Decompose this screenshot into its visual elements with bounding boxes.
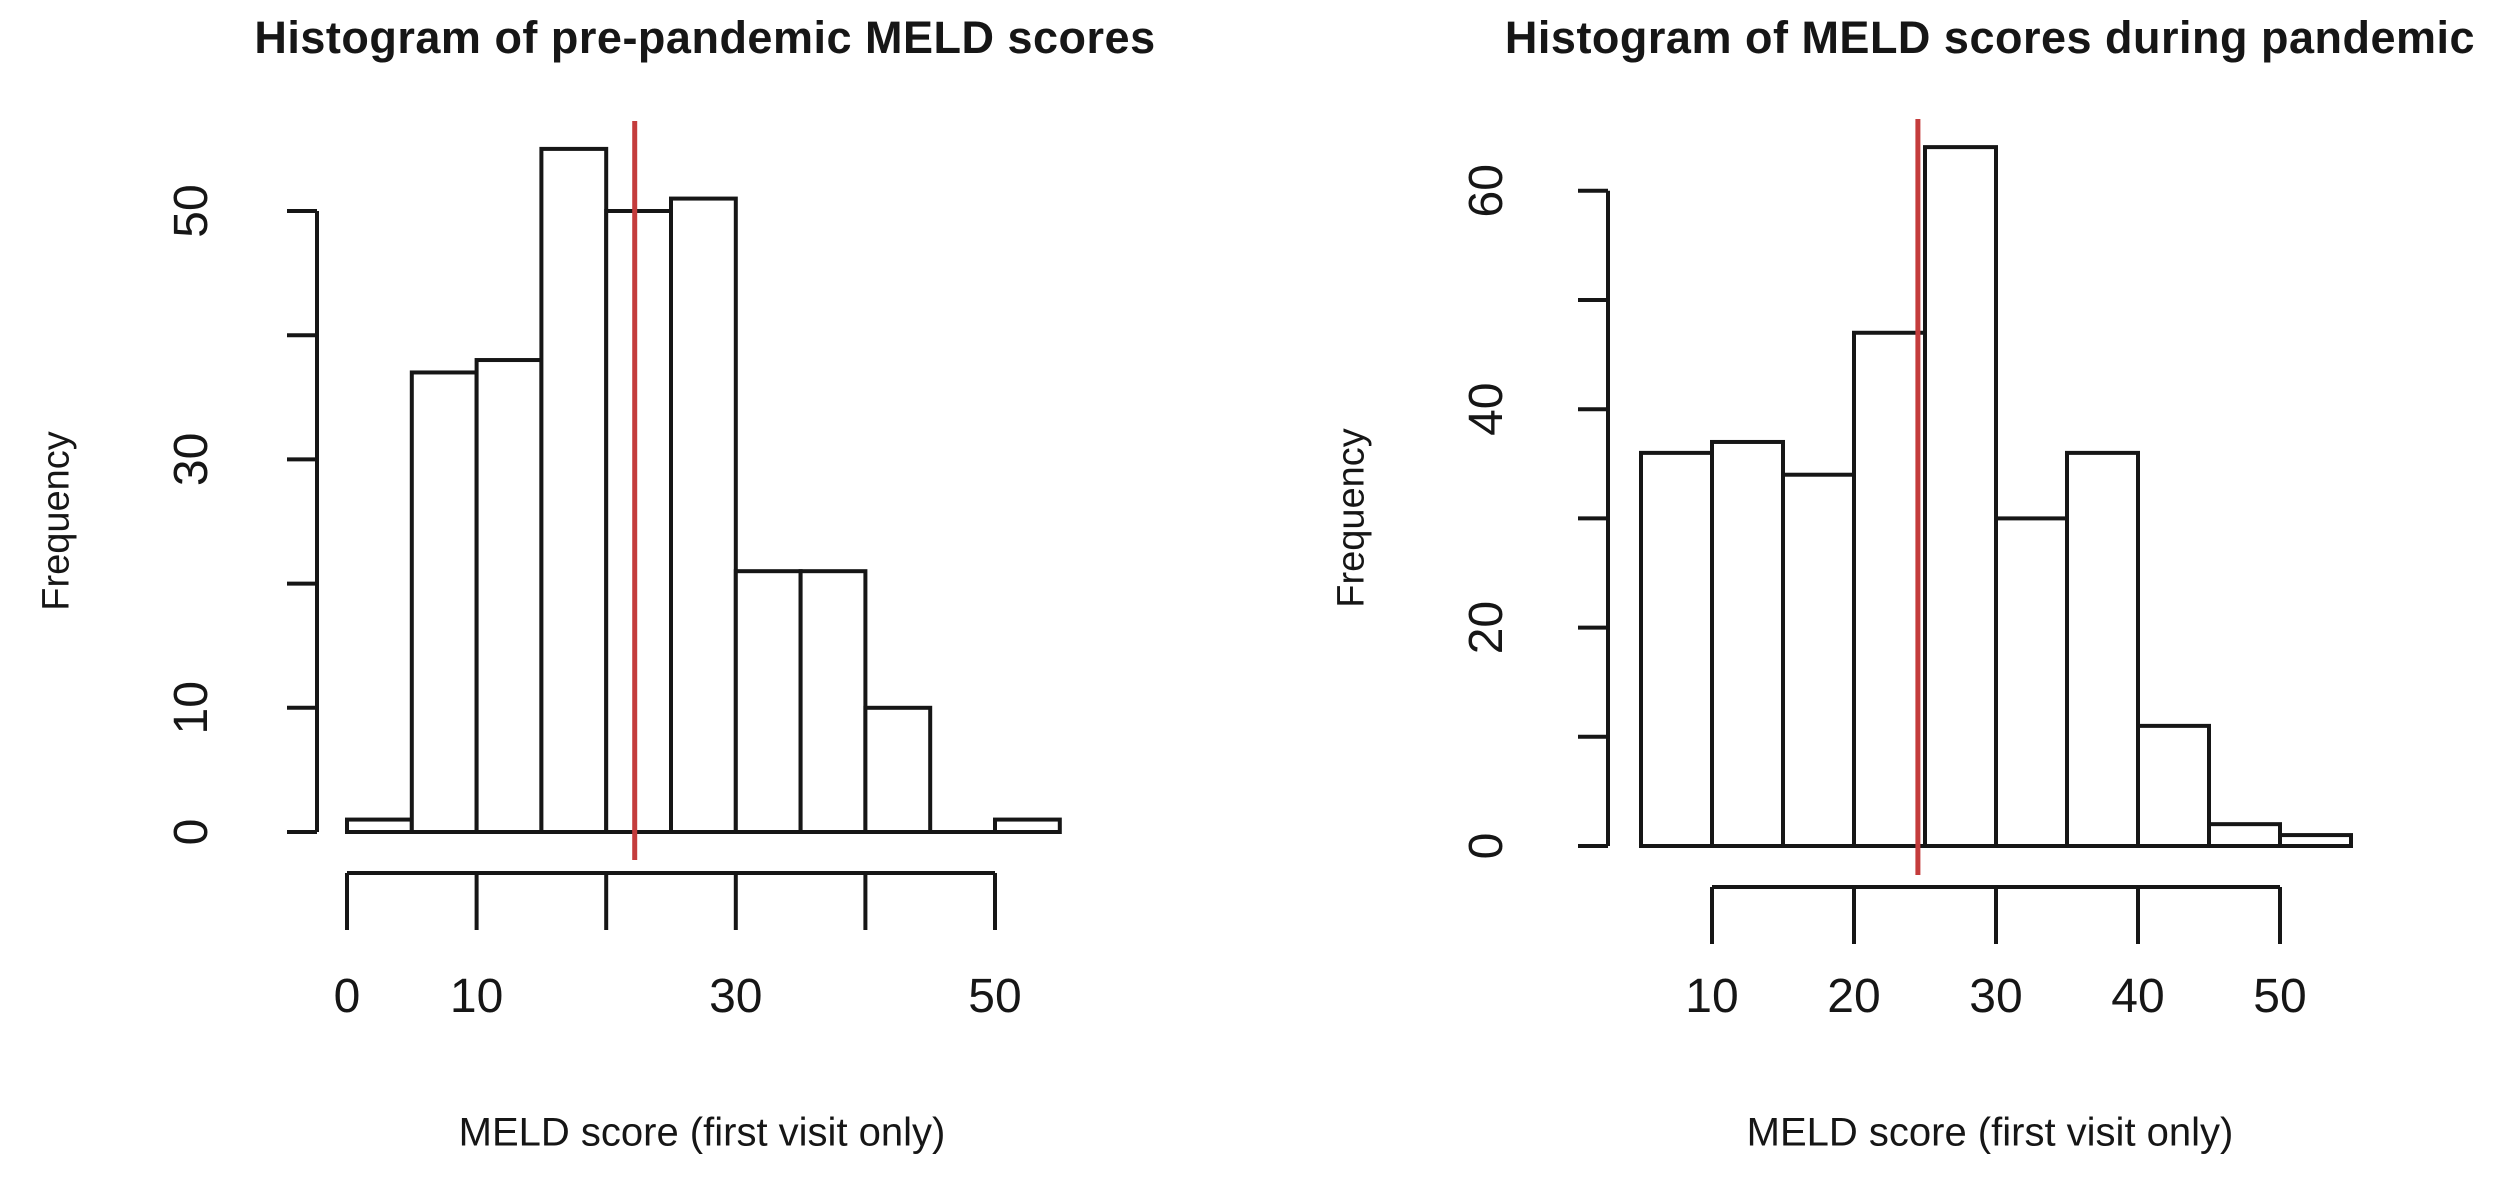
hist-bar	[474, 358, 544, 834]
x-tick-label: 30	[1969, 970, 2022, 1023]
right-chart-title: Histogram of MELD scores during pandemic	[1504, 12, 2476, 63]
hist-bar	[2207, 822, 2282, 848]
hist-bar	[1852, 330, 1927, 848]
hist-bar	[993, 817, 1062, 835]
y-tick-label: 0	[1460, 833, 1513, 860]
right-y-axis-title: Frequency	[1330, 428, 1373, 608]
left-x-axis-title: MELD score (first visit only)	[458, 1110, 946, 1155]
x-tick-label: 20	[1827, 970, 1880, 1023]
hist-bar	[733, 569, 803, 834]
y-tick-label: 60	[1460, 164, 1513, 217]
hist-bar	[1781, 472, 1856, 848]
x-tick-label: 10	[450, 970, 503, 1023]
y-tick-label: 0	[165, 819, 218, 846]
right-x-axis-title: MELD score (first visit only)	[1746, 1110, 2234, 1155]
hist-bar	[604, 209, 674, 834]
left-histogram: 0 10 30 50 0 10 30 50	[165, 121, 1062, 1023]
hist-bar	[2065, 450, 2140, 848]
x-tick-label: 30	[709, 970, 762, 1023]
y-tick-label: 40	[1460, 383, 1513, 436]
hist-bar	[539, 146, 609, 834]
x-tick-label: 10	[1685, 970, 1738, 1023]
x-tick-label: 50	[2253, 970, 2306, 1023]
y-tick-label: 20	[1460, 601, 1513, 654]
left-y-axis-title: Frequency	[35, 431, 78, 611]
hist-bar	[2136, 723, 2211, 849]
hist-bar	[409, 370, 479, 834]
hist-bar	[863, 705, 933, 834]
x-tick-label: 50	[968, 970, 1021, 1023]
hist-bar	[2278, 833, 2353, 849]
hist-bar	[669, 196, 738, 834]
x-tick-label: 0	[334, 970, 361, 1023]
hist-bar	[1923, 145, 1998, 848]
hist-bar	[1710, 439, 1785, 848]
hist-bar	[1639, 450, 1714, 848]
hist-bar	[1994, 516, 2069, 849]
right-histogram: 0 20 40 60 10 20 30 40 50	[1460, 119, 2353, 1023]
y-tick-label: 50	[165, 184, 218, 237]
hist-bar	[798, 569, 868, 834]
left-chart-title: Histogram of pre-pandemic MELD scores	[254, 12, 1156, 63]
x-tick-label: 40	[2111, 970, 2164, 1023]
y-tick-label: 30	[165, 433, 218, 486]
hist-bar	[345, 817, 414, 835]
y-tick-label: 10	[165, 681, 218, 734]
